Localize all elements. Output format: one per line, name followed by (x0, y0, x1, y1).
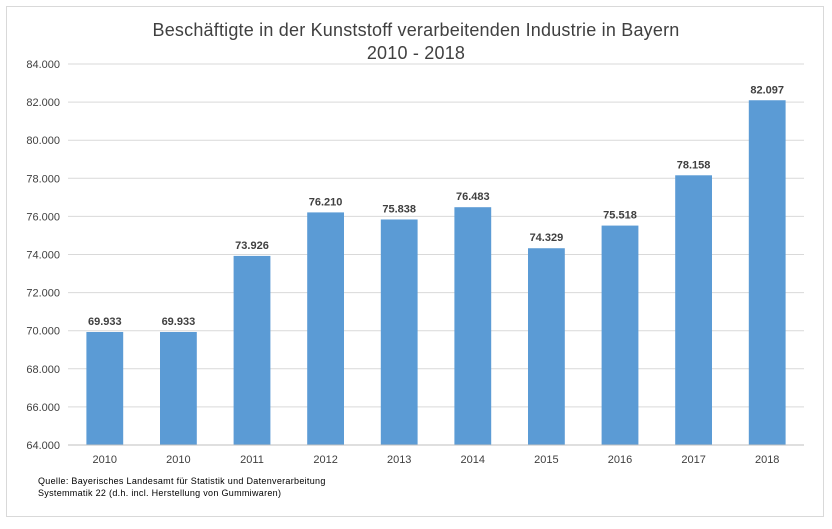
x-tick-label: 2015 (534, 454, 558, 466)
y-tick-label: 74.000 (26, 250, 60, 262)
y-tick-label: 64.000 (26, 440, 60, 452)
data-label: 76.483 (456, 191, 490, 203)
data-label: 73.926 (235, 240, 269, 252)
x-tick-label: 2016 (608, 454, 632, 466)
source-note: Quelle: Bayerisches Landesamt für Statis… (38, 476, 326, 486)
bar (528, 248, 565, 445)
y-tick-label: 70.000 (26, 326, 60, 338)
y-tick-label: 76.000 (26, 211, 60, 223)
bar (160, 331, 197, 445)
chart-subtitle: 2010 - 2018 (366, 43, 466, 63)
data-label: 76.210 (309, 196, 343, 208)
x-tick-label: 2011 (240, 454, 264, 466)
bar (307, 212, 344, 445)
bar (380, 219, 418, 445)
y-tick-label: 80.000 (26, 135, 60, 147)
bar (233, 255, 271, 445)
y-tick-label: 66.000 (26, 402, 60, 414)
bar (454, 207, 492, 445)
y-tick-label: 84.000 (26, 59, 60, 71)
x-tick-label: 2013 (387, 454, 411, 466)
data-label: 69.933 (88, 316, 122, 328)
y-tick-label: 72.000 (26, 288, 60, 300)
bar (675, 175, 712, 445)
data-label: 69.933 (162, 316, 196, 328)
x-tick-label: 2012 (313, 454, 337, 466)
data-label: 82.097 (750, 84, 784, 96)
data-label: 78.158 (677, 159, 711, 171)
bar (86, 331, 124, 445)
x-tick-label: 2018 (755, 454, 779, 466)
y-tick-label: 82.000 (26, 97, 60, 109)
x-tick-label: 2014 (461, 454, 485, 466)
x-tick-label: 2017 (681, 454, 705, 466)
x-tick-label: 2010 (166, 454, 190, 466)
classification-note: Systemmatik 22 (d.h. incl. Herstellung v… (38, 488, 282, 498)
x-tick-label: 2010 (93, 454, 117, 466)
chart-title: Beschäftigte in der Kunststoff verarbeit… (152, 20, 680, 40)
bar (748, 100, 786, 446)
data-label: 74.329 (530, 232, 564, 244)
y-tick-label: 68.000 (26, 364, 60, 376)
data-label: 75.518 (603, 210, 637, 222)
y-tick-label: 78.000 (26, 173, 60, 185)
bar (601, 225, 639, 445)
data-label: 75.838 (382, 203, 416, 215)
